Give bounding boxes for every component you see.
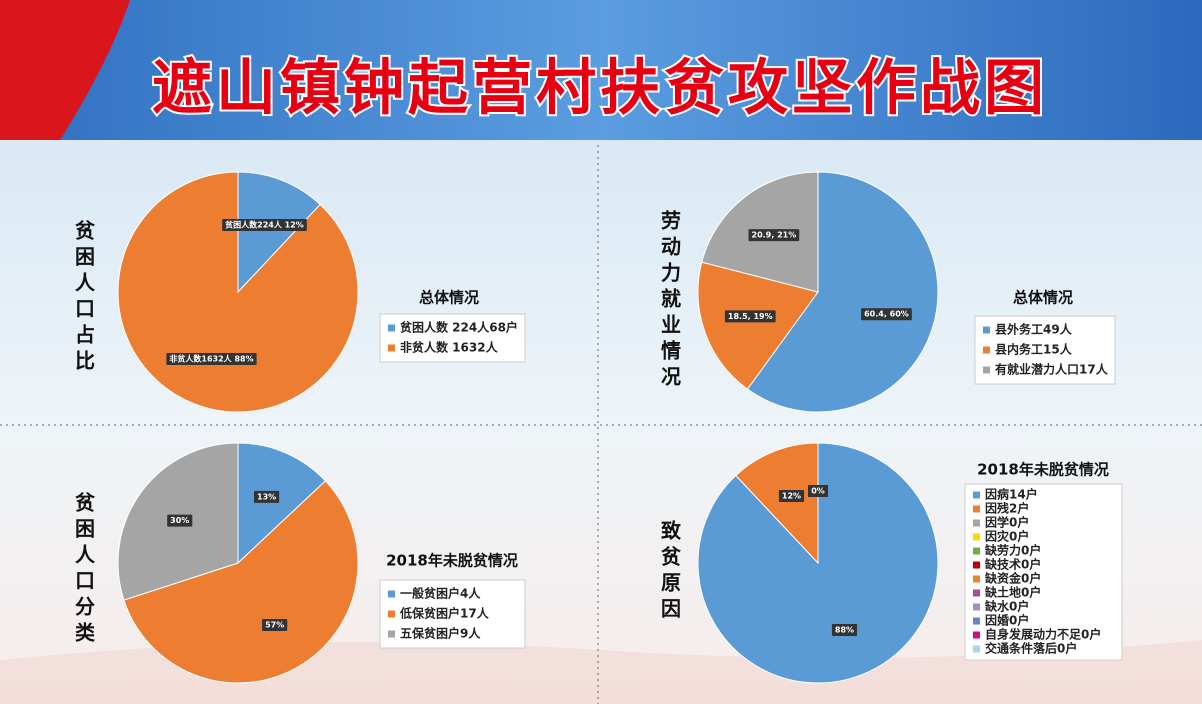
data-label-bg	[167, 514, 193, 527]
legend-label: 缺水0户	[985, 599, 1029, 614]
legend-swatch	[973, 505, 980, 513]
data-label-bg	[222, 219, 307, 232]
data-label-bg	[166, 352, 257, 365]
pie-slice	[237, 171, 321, 294]
data-label: 18.5, 19%	[728, 312, 773, 321]
data-label-bg	[808, 485, 828, 497]
data-label-bg	[748, 229, 800, 242]
legend-label: 五保贫困户9人	[400, 626, 481, 641]
legend-swatch	[983, 346, 990, 354]
data-label: 12%	[782, 492, 801, 501]
legend-swatch	[973, 603, 980, 611]
legend-swatch	[388, 630, 395, 638]
legend-label: 缺土地0户	[985, 585, 1041, 600]
legend-label: 因残2户	[985, 501, 1029, 516]
legend-box	[974, 315, 1116, 385]
legend-label: 自身发展动力不足0户	[985, 627, 1101, 642]
legend-label: 贫困人数 224人68户	[400, 320, 518, 335]
legend-swatch	[973, 491, 980, 499]
legend-label: 低保贫困户17人	[399, 606, 490, 621]
legend-swatch	[973, 575, 980, 583]
legend-label: 县外务工49人	[995, 322, 1073, 337]
data-label-bg	[254, 490, 280, 503]
legend-swatch	[983, 366, 990, 374]
data-label-bg	[861, 308, 912, 321]
legend-swatch	[973, 631, 980, 639]
data-label-bg	[831, 623, 858, 636]
pie-slice	[697, 261, 819, 390]
legend-title: 2018年未脱贫情况	[977, 461, 1109, 479]
legend-box	[379, 579, 526, 649]
legend-label: 缺劳力0户	[985, 543, 1041, 558]
legend-swatch	[973, 519, 980, 527]
legend-swatch	[973, 561, 980, 569]
side-title: 劳动力就业情况	[658, 210, 682, 392]
data-label: 贫困人数224人 12%	[224, 220, 304, 230]
legend-swatch	[973, 533, 980, 541]
data-label-bg	[724, 310, 776, 323]
data-label: 0%	[811, 487, 825, 496]
legend-title: 2018年未脱贫情况	[386, 552, 518, 570]
legend-swatch	[388, 590, 395, 598]
banner	[0, 0, 1202, 140]
pie-slice	[117, 171, 359, 413]
pie-slice	[746, 171, 939, 413]
legend-box	[379, 313, 526, 363]
legend-box	[964, 483, 1123, 661]
legend-label: 交通条件落后0户	[985, 641, 1077, 656]
data-label-bg	[778, 490, 805, 503]
data-label: 57%	[265, 620, 284, 629]
main-title: 遮山镇钟起营村扶贫攻坚作战图	[152, 54, 1048, 124]
legend-label: 非贫人数 1632人	[400, 340, 499, 355]
legend-title: 总体情况	[1013, 289, 1073, 307]
legend-swatch	[388, 610, 395, 618]
pie-slice	[735, 442, 819, 565]
legend-label: 一般贫困户4人	[400, 586, 481, 601]
legend-label: 县内务工15人	[995, 342, 1073, 357]
legend-label: 缺技术0户	[985, 557, 1041, 572]
legend-label: 因灾0户	[985, 529, 1029, 544]
data-label: 88%	[835, 625, 854, 634]
legend-swatch	[983, 326, 990, 334]
legend-title: 总体情况	[419, 289, 479, 307]
legend-swatch	[388, 344, 395, 352]
pie-slice	[237, 442, 327, 565]
side-title: 贫困人口占比	[72, 219, 96, 376]
legend-swatch	[388, 324, 395, 332]
legend-label: 因学0户	[985, 515, 1029, 530]
legend-label: 因婚0户	[985, 613, 1029, 628]
data-label-bg	[262, 618, 288, 631]
data-label: 非贫人数1632人 88%	[169, 353, 253, 363]
side-title: 贫困人口分类	[72, 491, 96, 648]
legend-swatch	[973, 645, 980, 653]
data-label: 60.4, 60%	[864, 310, 909, 319]
legend-label: 缺资金0户	[985, 571, 1041, 586]
legend-swatch	[973, 617, 980, 625]
data-label: 30%	[170, 516, 189, 525]
legend-swatch	[973, 547, 980, 555]
side-title: 致贫原因	[658, 519, 682, 624]
legend-swatch	[973, 589, 980, 597]
pie-slice	[697, 442, 939, 684]
legend-label: 有就业潜力人口17人	[995, 362, 1109, 377]
flag	[0, 0, 130, 140]
pie-slice	[123, 480, 359, 684]
data-label: 13%	[257, 492, 276, 501]
legend-label: 因病14户	[985, 487, 1038, 502]
data-label: 20.9, 21%	[752, 231, 797, 240]
